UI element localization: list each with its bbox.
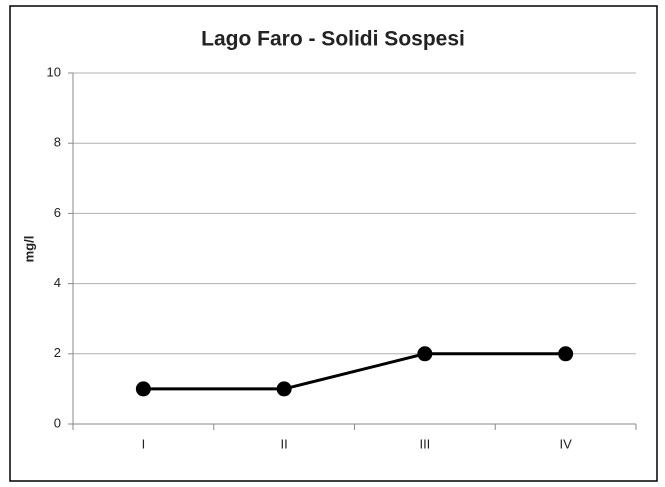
y-tick-label: 10 [47, 64, 61, 79]
chart-border [9, 5, 658, 482]
marker [558, 346, 574, 362]
x-tick-label: II [281, 436, 288, 451]
x-tick-label: III [419, 436, 430, 451]
x-tick-label: I [142, 436, 146, 451]
marker [135, 381, 151, 397]
y-tick-label: 4 [54, 275, 61, 290]
marker [276, 381, 292, 397]
y-tick-label: 0 [54, 415, 61, 430]
y-tick-label: 8 [54, 135, 61, 150]
y-tick-label: 2 [54, 345, 61, 360]
chart-title: Lago Faro - Solidi Sospesi [201, 28, 465, 51]
marker [417, 346, 433, 362]
y-axis-label: mg/l [21, 236, 36, 263]
line [143, 352, 566, 391]
x-tick-label: IV [559, 436, 572, 451]
y-tick-label: 6 [54, 205, 61, 220]
